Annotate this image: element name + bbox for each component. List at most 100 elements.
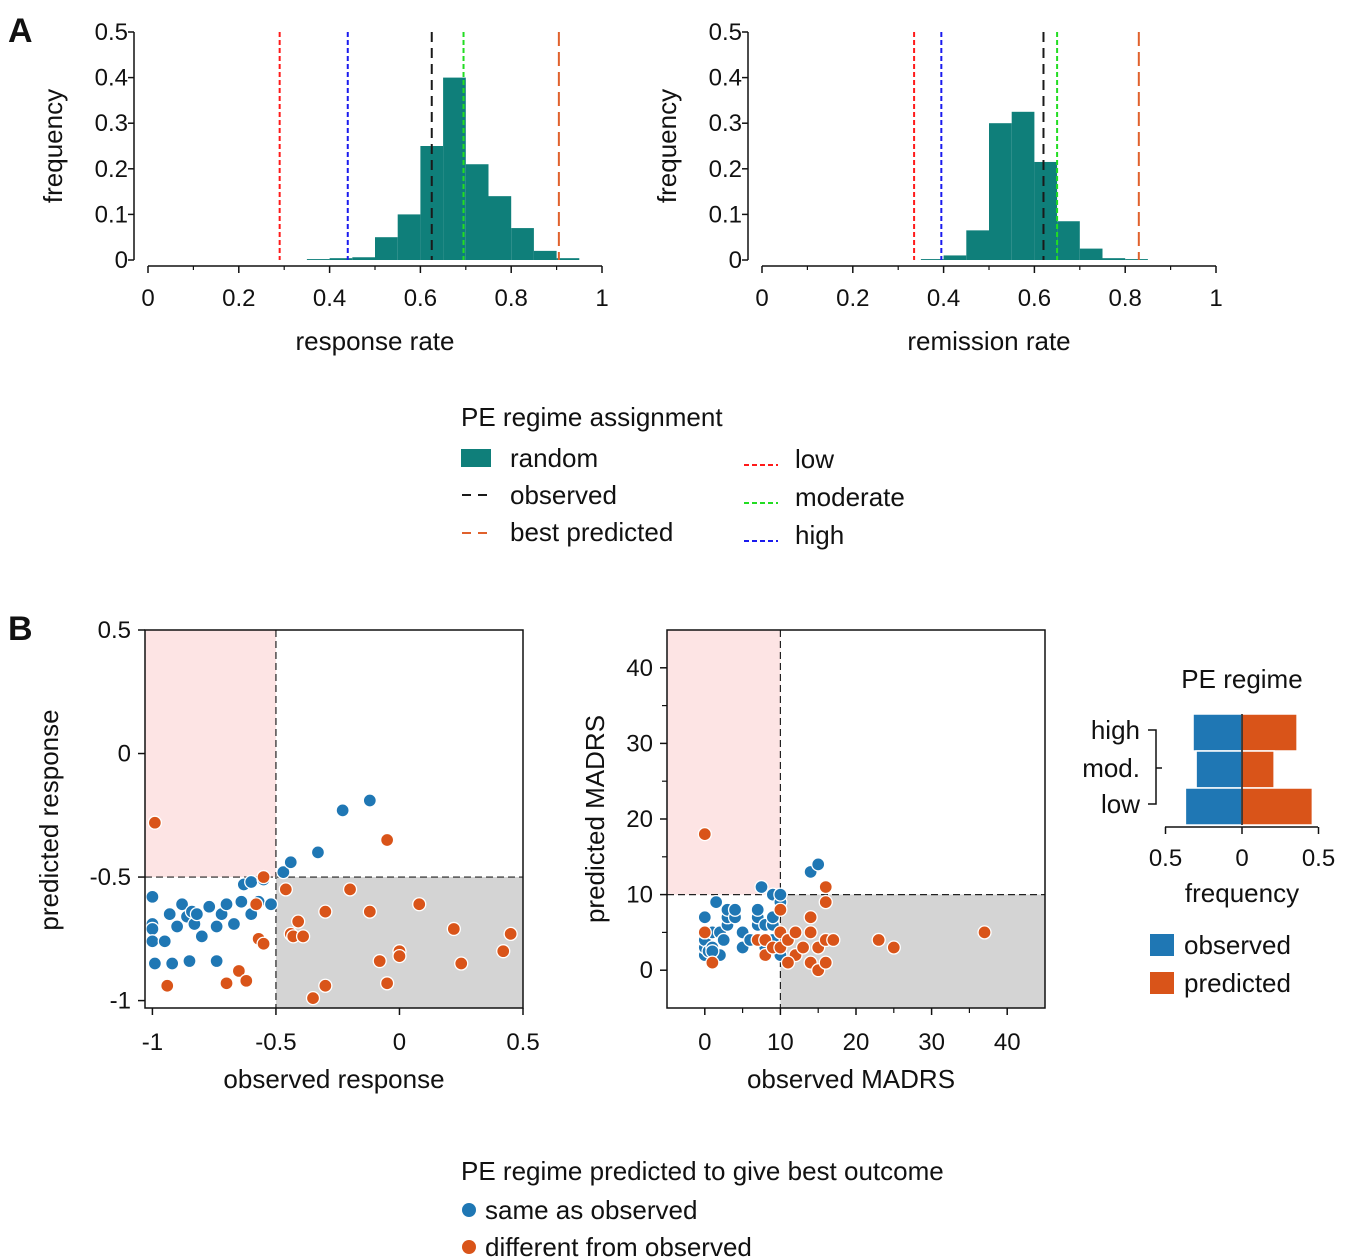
y-tick-label: 0.3	[95, 110, 128, 137]
x-tick-label: 0.6	[1018, 285, 1051, 312]
histogram-bar	[966, 230, 989, 260]
x-tick-label: 1	[1209, 285, 1222, 312]
histogram-bar	[375, 237, 398, 260]
point-different	[780, 955, 796, 970]
y-axis-label: frequency	[652, 89, 682, 203]
point-different	[372, 953, 387, 969]
point-different	[705, 955, 720, 970]
legend-swatch-observed	[1150, 934, 1174, 956]
point-different	[278, 882, 293, 897]
histogram-bar	[1102, 258, 1126, 260]
y-tick-label: 40	[626, 655, 653, 682]
x-tick-label: -1	[142, 1029, 163, 1056]
y-tick-label: 0	[115, 247, 128, 274]
x-tick-label: 0	[141, 285, 154, 312]
point-different	[803, 925, 818, 940]
histogram-bar	[989, 123, 1012, 260]
x-tick-label: 0.5	[1302, 845, 1335, 872]
point-same	[209, 919, 224, 934]
legend-label-same: same as observed	[485, 1195, 697, 1225]
point-different	[977, 925, 992, 940]
point-same	[244, 874, 259, 890]
x-tick-label: 0	[698, 1029, 711, 1056]
point-same	[773, 887, 788, 902]
panel-a-letter: A	[8, 12, 33, 50]
point-different	[871, 932, 886, 948]
point-different	[379, 832, 395, 848]
y-axis-label: frequency	[38, 89, 68, 203]
point-same	[811, 857, 826, 872]
histogram-bar	[1034, 161, 1058, 260]
point-same	[362, 793, 377, 808]
point-different	[697, 826, 712, 842]
legend-label-moderate: moderate	[795, 482, 905, 512]
x-tick-label: 1	[595, 285, 608, 312]
point-same	[147, 956, 163, 971]
point-same	[263, 897, 279, 912]
x-tick-label: 40	[994, 1029, 1021, 1056]
legend-swatch-random	[461, 449, 491, 467]
legend-marker-same	[462, 1203, 476, 1217]
point-different	[818, 879, 833, 895]
x-axis-label: observed MADRS	[747, 1064, 955, 1094]
histogram-bar	[443, 77, 466, 260]
legend-label-observed: observed	[510, 480, 617, 510]
point-different	[295, 929, 311, 944]
point-same	[209, 953, 224, 969]
legend-swatch-predicted	[1150, 972, 1174, 994]
x-tick-label: 0.5	[506, 1029, 539, 1056]
legend-best-outcome: PE regime predicted to give best outcome…	[461, 1156, 944, 1260]
legend-label-random: random	[510, 443, 598, 473]
histogram-bar	[511, 228, 534, 260]
bar-observed-high	[1192, 713, 1243, 752]
point-same	[708, 895, 724, 910]
point-same	[165, 956, 180, 971]
y-tick-label: 0	[729, 247, 742, 274]
point-different	[318, 904, 333, 919]
point-different	[342, 882, 358, 897]
y-tick-label: 10	[626, 882, 653, 909]
point-different	[256, 936, 271, 951]
point-different	[446, 921, 461, 937]
point-same	[234, 894, 249, 909]
point-different	[773, 902, 788, 917]
histogram-bar	[1057, 221, 1080, 260]
y-tick-label: 0.5	[98, 617, 131, 644]
point-same	[145, 934, 160, 949]
y-tick-label: 0	[118, 741, 131, 768]
histogram-bar	[920, 259, 944, 260]
point-different	[818, 895, 833, 910]
point-same	[157, 934, 172, 949]
point-same	[276, 864, 291, 880]
legend-title: PE regime assignment	[461, 402, 723, 432]
point-different	[379, 976, 395, 991]
point-different	[697, 925, 712, 940]
x-tick-label: 0	[393, 1029, 406, 1056]
point-different	[147, 815, 163, 830]
legend-title: PE regime predicted to give best outcome	[461, 1156, 944, 1186]
y-tick-label: 20	[626, 806, 653, 833]
y-tick-label: -0.5	[90, 864, 131, 891]
y-tick-label: 30	[626, 730, 653, 757]
response-scatter: -1 -0.5 0 0.5 -1 -0.5 0 0.5 observed response p…	[34, 617, 540, 1094]
y-tick-label: 0.4	[709, 65, 742, 92]
region-predicted-better	[145, 630, 276, 878]
category-label: mod.	[1082, 753, 1140, 783]
bar-predicted-mod	[1241, 750, 1275, 789]
point-different	[231, 963, 247, 979]
x-tick-label: 30	[918, 1029, 945, 1056]
x-axis-label: frequency	[1185, 878, 1299, 908]
y-tick-label: 0.5	[709, 19, 742, 46]
category-label: low	[1101, 789, 1140, 819]
x-tick-label: 0.2	[222, 285, 255, 312]
bar-predicted-low	[1241, 787, 1314, 826]
histogram-bar	[1011, 111, 1035, 260]
y-tick-label: 0.2	[709, 156, 742, 183]
point-same	[335, 803, 350, 818]
point-same	[697, 910, 712, 925]
region-predicted-better	[667, 630, 781, 895]
y-tick-label: -1	[110, 988, 131, 1015]
y-tick-label: 0.4	[95, 65, 128, 92]
histogram-bar	[397, 214, 421, 260]
